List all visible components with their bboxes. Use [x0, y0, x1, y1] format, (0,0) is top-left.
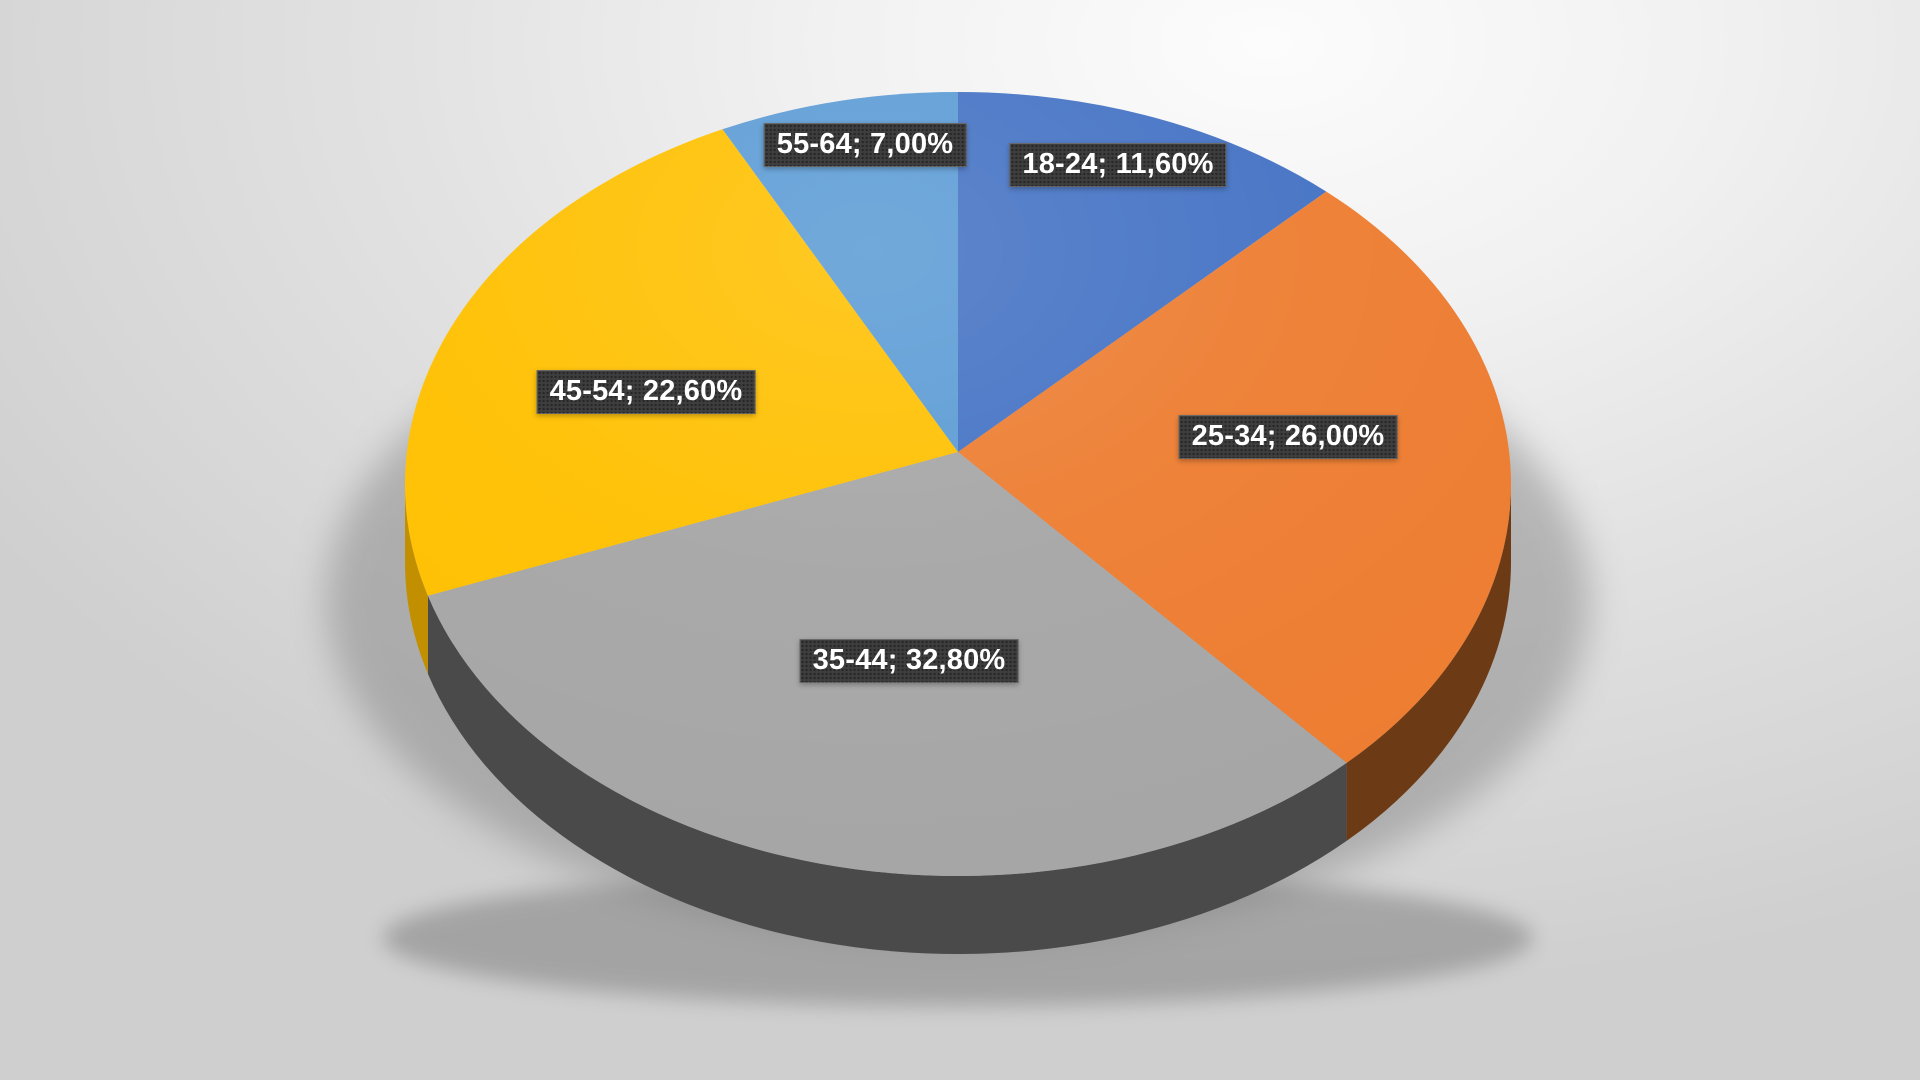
- data-label-35-44: 35-44; 32,80%: [799, 639, 1019, 683]
- pie-slice-side-25-34: [1346, 484, 1512, 841]
- data-label-25-34: 25-34; 26,00%: [1178, 415, 1398, 459]
- data-label-55-64: 55-64; 7,00%: [763, 123, 967, 167]
- pie-slice-side-45-54: [405, 484, 428, 674]
- pie-top-sheen: [405, 92, 1511, 876]
- data-label-45-54: 45-54; 22,60%: [536, 370, 756, 414]
- pie-slice-side-35-44: [427, 595, 1347, 955]
- pie-side-faces: [405, 484, 1512, 955]
- data-label-18-24: 18-24; 11,60%: [1009, 143, 1227, 187]
